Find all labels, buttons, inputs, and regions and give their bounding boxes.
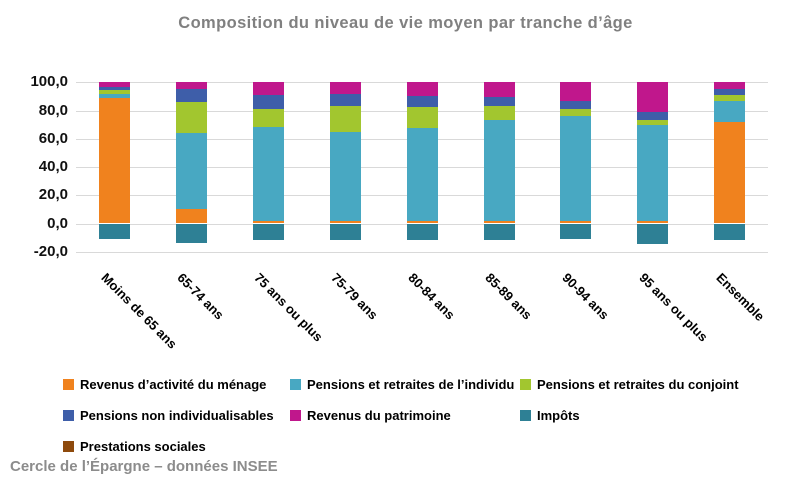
bar-segment [406, 82, 438, 96]
x-axis-category-label: 80-84 ans [405, 270, 459, 323]
bar-segment [714, 88, 746, 95]
bar-segment [406, 220, 438, 224]
y-axis-tick-label: 80,0 [38, 101, 68, 119]
bar-segment [329, 131, 361, 221]
bar-segment [714, 95, 746, 102]
x-axis-category-label: Ensemble [713, 270, 768, 325]
y-axis-tick-label: 40,0 [38, 158, 68, 176]
x-axis-category-label: Moins de 65 ans [97, 270, 180, 352]
bar-segment [252, 223, 284, 241]
bar-segment [637, 124, 669, 221]
legend-item: Pensions et retraites de l’individu [290, 377, 514, 392]
legend-label: Revenus du patrimoine [307, 408, 451, 423]
legend-swatch [520, 410, 531, 421]
bar-segment [637, 82, 669, 112]
bar-segment [560, 101, 592, 110]
legend-item: Impôts [520, 408, 580, 423]
bar-segment [637, 223, 669, 244]
legend-label: Impôts [537, 408, 580, 423]
legend-swatch [290, 379, 301, 390]
bar-segment [175, 133, 207, 210]
legend-item: Pensions non individualisables [63, 408, 274, 423]
legend-swatch [63, 410, 74, 421]
x-axis-category-label: 75-79 ans [328, 270, 382, 323]
bar-segment [175, 223, 207, 244]
legend-item: Revenus du patrimoine [290, 408, 451, 423]
bar-segment [175, 82, 207, 90]
bar-segment [175, 209, 207, 224]
bar-segment [714, 121, 746, 224]
y-axis-tick-label: 20,0 [38, 186, 68, 204]
bar-segment [406, 107, 438, 129]
bar-segment [252, 95, 284, 110]
bar-segment [483, 220, 515, 224]
y-axis-tick-label: 60,0 [38, 129, 68, 147]
bar-segment [99, 82, 130, 88]
bar-segment [329, 223, 361, 241]
legend-label: Pensions non individualisables [80, 408, 274, 423]
y-axis-tick-label: -20,0 [33, 242, 68, 260]
bar-segment [483, 223, 515, 241]
bar-segment [329, 220, 361, 224]
bar-segment [252, 109, 284, 128]
bar-segment [329, 93, 361, 106]
legend-label: Revenus d’activité du ménage [80, 377, 267, 392]
bar-segment [637, 111, 669, 120]
bar-segment [252, 82, 284, 95]
bar-segment [560, 82, 592, 102]
y-axis-tick-label: 100,0 [30, 73, 68, 91]
bar-segment [99, 93, 130, 98]
bar-segment [406, 223, 438, 241]
x-axis-category-label: 85-89 ans [482, 270, 535, 323]
bar-segment [560, 220, 592, 224]
source-caption: Cercle de l’Épargne – données INSEE [10, 458, 278, 475]
x-axis-category-label: 95 ans ou plus [636, 270, 711, 345]
bar-segment [252, 220, 284, 224]
legend-item: Revenus d’activité du ménage [63, 377, 266, 392]
legend-swatch [63, 441, 74, 452]
legend-swatch [520, 379, 531, 390]
bar-segment [483, 82, 515, 98]
legend-item: Prestations sociales [63, 439, 206, 454]
bar-segment [99, 97, 130, 224]
bar-segment [406, 95, 438, 107]
chart-title: Composition du niveau de vie moyen par t… [178, 14, 633, 32]
bar-segment [175, 102, 207, 134]
bar-segment [99, 90, 130, 94]
bar-segment [714, 82, 746, 89]
x-axis-category-label: 90-94 ans [559, 270, 612, 323]
bar-segment [175, 89, 207, 103]
bar-segment [714, 101, 746, 122]
y-axis-tick-label: 0,0 [47, 214, 68, 232]
bar-segment [329, 82, 361, 94]
bar-segment [483, 97, 515, 107]
bar-segment [560, 109, 592, 117]
bar-segment [252, 127, 284, 221]
bar-segment [99, 87, 130, 91]
bar-segment [637, 220, 669, 224]
gridline [76, 251, 768, 253]
bar-segment [483, 106, 515, 120]
legend-label: Prestations sociales [80, 439, 206, 454]
x-axis-category-label: 75 ans ou plus [251, 270, 327, 345]
bar-segment [483, 119, 515, 221]
x-axis-category-label: 65-74 ans [174, 270, 228, 323]
bar-segment [560, 116, 592, 221]
bar-segment [560, 223, 592, 240]
bar-segment [714, 223, 746, 241]
legend-label: Pensions et retraites de l’individu [307, 377, 515, 392]
bar-segment [637, 119, 669, 125]
bar-segment [99, 223, 130, 240]
legend-swatch [63, 379, 74, 390]
legend-label: Pensions et retraites du conjoint [537, 377, 739, 392]
legend-item: Pensions et retraites du conjoint [520, 377, 739, 392]
bar-segment [329, 105, 361, 132]
legend-swatch [290, 410, 301, 421]
bar-segment [406, 128, 438, 221]
